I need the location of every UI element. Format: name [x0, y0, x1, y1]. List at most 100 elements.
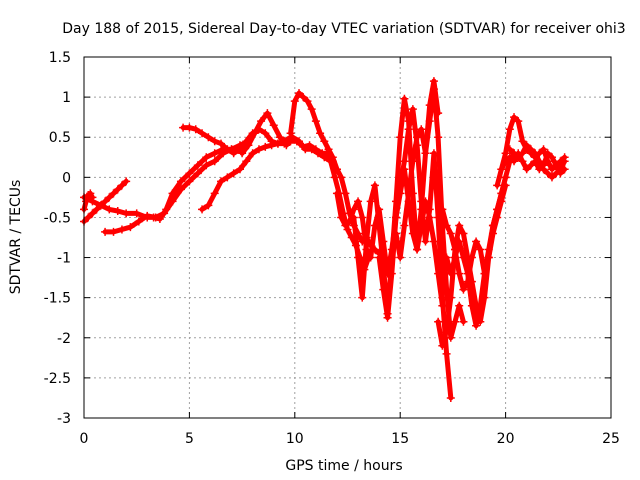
- series-arc-2: [80, 177, 131, 226]
- data-point: [501, 157, 510, 166]
- data-point: [400, 221, 409, 230]
- data-point: [391, 229, 400, 238]
- x-tick-label: 20: [497, 431, 515, 447]
- data-point: [543, 169, 552, 178]
- data-point: [404, 125, 413, 134]
- data-point: [132, 209, 141, 218]
- data-point: [421, 149, 430, 158]
- y-tick-label: -3: [57, 411, 71, 427]
- data-point: [244, 141, 253, 150]
- data-point: [556, 165, 565, 174]
- data-point: [313, 149, 322, 158]
- y-tick-label: -0.5: [44, 210, 71, 226]
- data-point: [493, 205, 502, 214]
- y-tick-label: 1.5: [49, 50, 71, 66]
- data-point: [497, 189, 506, 198]
- x-tick-label: 0: [80, 431, 89, 447]
- data-point: [248, 149, 257, 158]
- data-point: [299, 93, 308, 102]
- data-point: [400, 157, 409, 166]
- y-tick-label: -2.5: [44, 371, 71, 387]
- data-point: [143, 211, 152, 220]
- data-point: [324, 145, 333, 154]
- data-point: [295, 89, 304, 98]
- data-point: [151, 213, 160, 222]
- data-point: [217, 177, 226, 186]
- chart-title: Day 188 of 2015, Sidereal Day-to-day VTE…: [62, 21, 625, 37]
- data-point: [514, 153, 523, 162]
- data-point: [330, 173, 339, 182]
- data-point: [217, 139, 226, 148]
- data-point: [539, 145, 548, 154]
- data-point: [109, 227, 118, 236]
- data-point: [455, 301, 464, 310]
- data-point: [261, 129, 270, 138]
- data-point: [476, 245, 485, 254]
- data-point: [84, 213, 93, 222]
- data-point: [358, 293, 367, 302]
- data-point: [408, 157, 417, 166]
- data-point: [193, 169, 202, 178]
- data-point: [223, 173, 232, 182]
- x-tick-label: 10: [286, 431, 304, 447]
- data-point: [387, 269, 396, 278]
- data-point: [493, 181, 502, 190]
- series-arc-13: [391, 85, 468, 342]
- data-point: [358, 213, 367, 222]
- data-point: [307, 145, 316, 154]
- data-point: [322, 149, 331, 158]
- data-point: [320, 137, 329, 146]
- data-point: [497, 165, 506, 174]
- data-point: [379, 285, 388, 294]
- data-point: [168, 197, 177, 206]
- data-point: [434, 133, 443, 142]
- data-point: [438, 205, 447, 214]
- data-point: [535, 157, 544, 166]
- series-trace: [239, 110, 340, 172]
- data-point: [122, 209, 131, 218]
- data-point: [413, 133, 422, 142]
- data-point: [198, 129, 207, 138]
- data-point: [341, 221, 350, 230]
- data-point: [505, 125, 514, 134]
- series-trace: [498, 150, 568, 176]
- data-point: [552, 169, 561, 178]
- data-point: [134, 217, 143, 226]
- data-point: [290, 97, 299, 106]
- data-point: [202, 153, 211, 162]
- data-point: [354, 253, 363, 262]
- data-point: [88, 209, 97, 218]
- data-point: [543, 149, 552, 158]
- data-point: [429, 77, 438, 86]
- data-point: [463, 269, 472, 278]
- data-point: [366, 253, 375, 262]
- data-point: [514, 117, 523, 126]
- y-tick-label: 1: [62, 90, 71, 106]
- data-point: [101, 197, 110, 206]
- data-point: [404, 189, 413, 198]
- data-point: [560, 157, 569, 166]
- data-point: [254, 145, 263, 154]
- data-point: [501, 149, 510, 158]
- data-point: [421, 237, 430, 246]
- data-point: [113, 185, 122, 194]
- data-point: [547, 173, 556, 182]
- data-point: [185, 123, 194, 132]
- data-point: [425, 205, 434, 214]
- data-point: [349, 205, 358, 214]
- data-point: [522, 165, 531, 174]
- data-point: [117, 181, 126, 190]
- y-tick-label: 0: [62, 170, 71, 186]
- data-point: [518, 137, 527, 146]
- data-point: [311, 117, 320, 126]
- data-point: [396, 181, 405, 190]
- data-point: [113, 207, 122, 216]
- data-point: [276, 133, 285, 142]
- data-point: [522, 141, 531, 150]
- plot-frame: [83, 56, 612, 419]
- data-point: [101, 227, 110, 236]
- data-point: [518, 157, 527, 166]
- data-point: [488, 221, 497, 230]
- data-point: [446, 293, 455, 302]
